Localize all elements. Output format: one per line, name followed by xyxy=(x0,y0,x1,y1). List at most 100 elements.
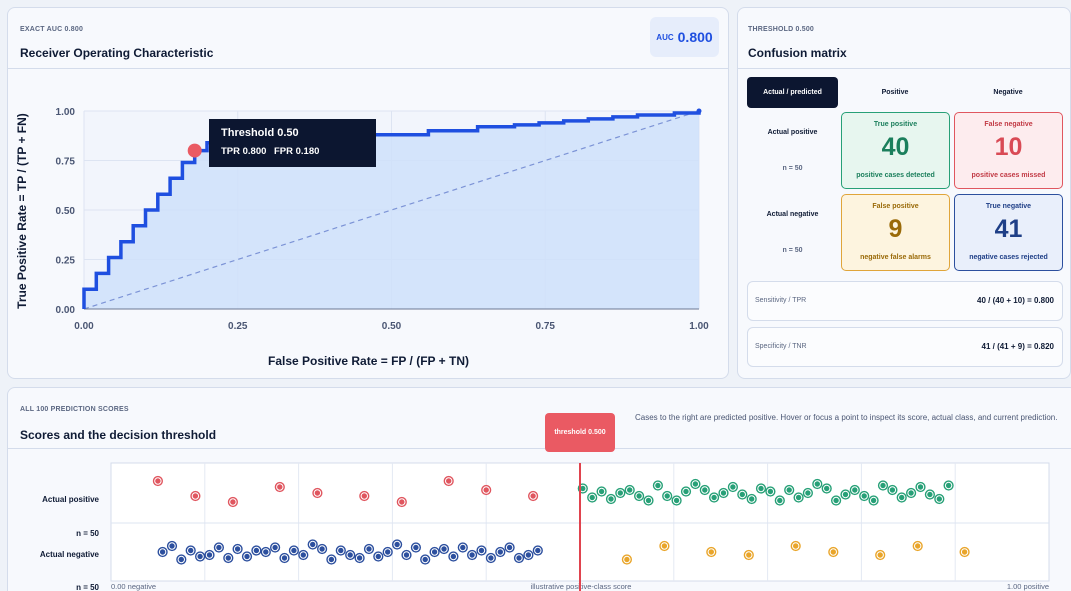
score-point-core xyxy=(263,549,269,555)
cm-row-negative-n: n = 50 xyxy=(782,247,803,254)
score-point-core xyxy=(880,482,886,489)
tp-value: 40 xyxy=(881,133,910,161)
score-point-core xyxy=(617,490,623,496)
roc-chart[interactable]: 0.00 0.25 0.50 0.75 1.00 0.00 0.25 0.50 0.75 1.00… xyxy=(8,8,729,379)
threshold-badge[interactable]: threshold 0.500 xyxy=(545,413,615,452)
score-point-core xyxy=(291,547,297,554)
score-point-core xyxy=(422,556,428,563)
score-point-core xyxy=(216,544,222,551)
score-point-core xyxy=(488,555,494,561)
specificity-label: Specificity / TNR xyxy=(755,343,807,350)
score-point-core xyxy=(758,485,764,492)
score-point-core xyxy=(852,487,858,493)
auc-label: AUC xyxy=(656,32,674,42)
score-point-core xyxy=(525,552,532,558)
roc-threshold-point xyxy=(187,143,202,158)
score-point-core xyxy=(347,552,353,558)
tp-sub: positive cases detected xyxy=(856,172,935,179)
roc-xtick-label: 0.25 xyxy=(228,321,248,332)
roc-title: Receiver Operating Characteristic xyxy=(20,46,214,60)
score-point-core xyxy=(431,549,438,555)
roc-xtick-label: 0.75 xyxy=(536,321,556,332)
fp-sub: negative false alarms xyxy=(860,254,931,261)
roc-panel: EXACT AUC 0.800 Receiver Operating Chara… xyxy=(7,7,729,379)
score-point-core xyxy=(253,547,260,554)
score-point-core xyxy=(450,553,457,560)
score-point-core xyxy=(739,491,745,498)
roc-xlabel: False Positive Rate = FP / (FP + TN) xyxy=(268,354,469,368)
cell-true-positive[interactable]: True positive 40 positive cases detected xyxy=(841,112,950,189)
score-point-core xyxy=(469,552,475,558)
cell-false-positive[interactable]: False positive 9 negative false alarms xyxy=(841,194,950,271)
score-point-core xyxy=(767,488,774,495)
score-point-core xyxy=(830,549,836,555)
score-point-core xyxy=(720,490,727,496)
score-point-core xyxy=(441,546,447,552)
score-point-core xyxy=(861,493,867,499)
score-point-core xyxy=(915,543,921,549)
roc-xtick-label: 0.00 xyxy=(74,321,94,332)
score-point-core xyxy=(234,546,241,552)
tp-title: True positive xyxy=(873,121,918,128)
score-point-core xyxy=(655,482,661,489)
cm-eyebrow: THRESHOLD 0.500 xyxy=(748,26,815,33)
score-point-core xyxy=(361,493,367,499)
score-point-core xyxy=(314,490,321,496)
roc-xtick-label: 0.50 xyxy=(382,321,402,332)
cell-false-negative[interactable]: False negative 10 positive cases missed xyxy=(954,112,1063,189)
tn-sub: negative cases rejected xyxy=(969,254,1048,261)
score-point-core xyxy=(169,543,175,549)
cm-row-positive-n: n = 50 xyxy=(782,165,803,172)
score-point-core xyxy=(961,549,968,555)
score-point-core xyxy=(277,484,283,490)
tn-title: True negative xyxy=(985,203,1032,210)
roc-ytick-label: 1.00 xyxy=(56,107,76,118)
score-point-core xyxy=(917,484,924,490)
scores-axis-left: 0.00 negative xyxy=(111,582,156,591)
tn-value: 41 xyxy=(994,215,1023,243)
score-point-core xyxy=(842,491,849,498)
sensitivity-card: Sensitivity / TPR 40 / (40 + 10) = 0.800 xyxy=(747,281,1063,321)
score-point-core xyxy=(636,493,642,499)
score-point-core xyxy=(535,547,541,554)
score-point-core xyxy=(711,494,717,501)
score-point-core xyxy=(945,482,952,489)
roc-ytick-label: 0.25 xyxy=(56,256,76,267)
score-point-core xyxy=(908,490,914,496)
roc-ylabel: True Positive Rate = TP / (TP + FN) xyxy=(15,113,29,309)
auc-value: 0.800 xyxy=(677,29,713,45)
score-point-core xyxy=(155,478,161,484)
scores-row-negative-n: n = 50 xyxy=(76,583,99,591)
score-point-core xyxy=(159,549,166,555)
scores-title: Scores and the decision threshold xyxy=(20,428,217,442)
fp-title: False positive xyxy=(872,203,919,210)
score-point-core xyxy=(319,546,325,552)
score-point-core xyxy=(272,544,278,551)
score-point-core xyxy=(708,549,714,555)
cell-true-negative[interactable]: True negative 41 negative cases rejected xyxy=(954,194,1063,271)
score-point-core xyxy=(795,494,802,501)
roc-tooltip-fpr: FPR 0.180 xyxy=(274,146,319,157)
score-point-core xyxy=(702,487,708,493)
roc-eyebrow: EXACT AUC 0.800 xyxy=(20,26,84,33)
sensitivity-value: 40 / (40 + 10) = 0.800 xyxy=(977,296,1054,305)
cm-row-positive-label: Actual positive xyxy=(767,129,818,136)
score-point-core xyxy=(793,543,799,549)
score-point-core xyxy=(446,478,452,484)
score-point-core xyxy=(375,553,381,560)
score-point-core xyxy=(188,547,194,554)
score-point-core xyxy=(889,487,896,493)
score-point-core xyxy=(506,544,513,551)
score-point-core xyxy=(310,541,316,548)
score-point-core xyxy=(300,552,306,558)
score-point-core xyxy=(777,497,783,504)
fn-sub: positive cases missed xyxy=(971,172,1046,179)
scores-chart[interactable]: Actual positive n = 50 Actual negative n = … xyxy=(8,388,1071,591)
score-point-core xyxy=(749,496,755,502)
specificity-card: Specificity / TNR 41 / (41 + 9) = 0.820 xyxy=(747,327,1063,367)
score-point-core xyxy=(645,497,652,504)
score-point-core xyxy=(530,493,536,499)
score-point-core xyxy=(589,494,595,501)
score-point-core xyxy=(497,549,503,555)
score-point-core xyxy=(661,543,668,549)
